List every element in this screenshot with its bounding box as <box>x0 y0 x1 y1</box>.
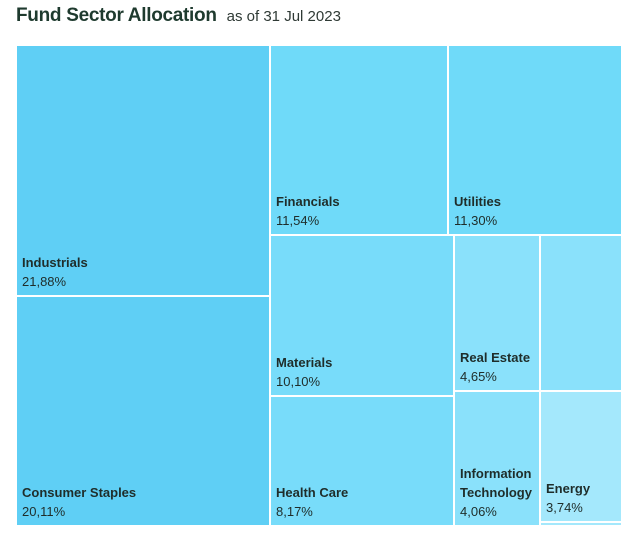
tile-name: Energy <box>546 481 591 496</box>
tile-energy[interactable]: Energy 3,74% <box>540 391 622 522</box>
tile-name: Industrials <box>22 255 88 270</box>
tile-value: 20,11% <box>22 504 66 519</box>
tile-name: Health Care <box>276 485 349 500</box>
tile-label: Materials 10,10% <box>276 353 332 391</box>
tile-label: Information Technology 4,06% <box>460 464 538 521</box>
tile-label: Consumer Staples 20,11% <box>22 483 136 521</box>
tile-unlabeled-9[interactable] <box>540 235 622 391</box>
tile-label: Energy 3,74% <box>546 479 590 517</box>
chart-title: Fund Sector Allocation <box>16 5 217 26</box>
tile-financials[interactable]: Financials 11,54% <box>270 45 448 235</box>
tile-label: Real Estate 4,65% <box>460 348 530 386</box>
tile-value: 11,54% <box>276 213 320 228</box>
tile-real-estate[interactable]: Real Estate 4,65% <box>454 235 540 391</box>
tile-value: 8,17% <box>276 504 313 519</box>
chart-header: Fund Sector Allocation as of 31 Jul 2023 <box>16 5 341 27</box>
tile-value: 4,65% <box>460 369 497 384</box>
tile-value: 10,10% <box>276 374 321 389</box>
tile-name: Information Technology <box>460 466 532 500</box>
tile-label: Health Care 8,17% <box>276 483 348 521</box>
tile-materials[interactable]: Materials 10,10% <box>270 235 454 396</box>
tile-name: Utilities <box>454 194 501 209</box>
tile-label: Utilities 11,30% <box>454 192 501 230</box>
tile-label: Industrials 21,88% <box>22 253 88 291</box>
tile-unlabeled-10[interactable] <box>540 522 622 526</box>
tile-utilities[interactable]: Utilities 11,30% <box>448 45 622 235</box>
tile-value: 21,88% <box>22 274 67 289</box>
tile-value: 3,74% <box>546 500 583 515</box>
tile-information-technology[interactable]: Information Technology 4,06% <box>454 391 540 526</box>
tile-name: Financials <box>276 194 340 209</box>
chart-subtitle: as of 31 Jul 2023 <box>226 8 341 25</box>
tile-industrials[interactable]: Industrials 21,88% <box>16 45 270 296</box>
tile-health-care[interactable]: Health Care 8,17% <box>270 396 454 526</box>
tile-value: 11,30% <box>454 213 498 228</box>
tile-name: Consumer Staples <box>22 485 137 500</box>
tile-value: 4,06% <box>460 504 497 519</box>
tile-name: Real Estate <box>460 350 531 365</box>
tile-label: Financials 11,54% <box>276 192 340 230</box>
tile-name: Materials <box>276 355 333 370</box>
tile-consumer-staples[interactable]: Consumer Staples 20,11% <box>16 296 270 526</box>
